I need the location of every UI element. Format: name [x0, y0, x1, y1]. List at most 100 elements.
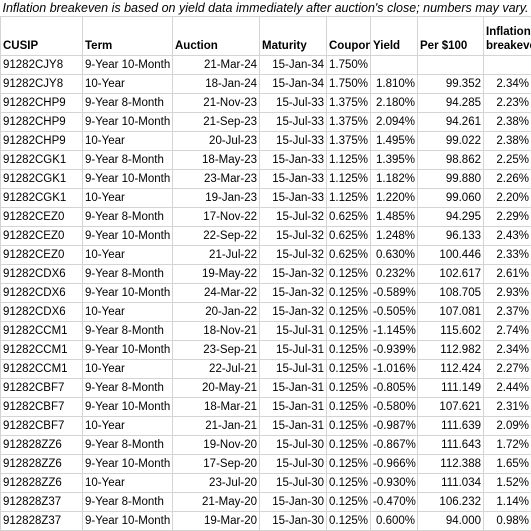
breakeven-cell: 1.52%: [484, 474, 531, 493]
auction-date-cell: 19-Mar-20: [173, 512, 260, 531]
coupon-cell: 0.125%: [327, 322, 371, 341]
breakeven-cell: 2.61%: [484, 265, 531, 284]
term-cell: 10-Year: [83, 189, 173, 208]
breakeven-cell: 2.38%: [484, 113, 531, 132]
cusip-cell: 91282CDX6: [1, 303, 83, 322]
term-cell: 9-Year 10-Month: [83, 56, 173, 75]
breakeven-cell: 2.33%: [484, 246, 531, 265]
coupon-cell: 0.125%: [327, 360, 371, 379]
coupon-cell: 0.125%: [327, 341, 371, 360]
maturity-date-cell: 15-Jul-30: [260, 436, 327, 455]
yield-cell: 1.810%: [371, 75, 418, 94]
term-cell: 10-Year: [83, 75, 173, 94]
yield-cell: 0.232%: [371, 265, 418, 284]
price-cell: 112.982: [418, 341, 484, 360]
maturity-date-cell: 15-Jul-31: [260, 322, 327, 341]
yield-cell: 2.180%: [371, 94, 418, 113]
yield-cell: [371, 56, 418, 75]
cusip-cell: 91282CGK1: [1, 170, 83, 189]
yield-cell: 1.182%: [371, 170, 418, 189]
coupon-cell: 1.125%: [327, 151, 371, 170]
breakeven-cell: 2.43%: [484, 227, 531, 246]
cusip-cell: 91282CJY8: [1, 75, 83, 94]
breakeven-cell: 2.74%: [484, 322, 531, 341]
term-cell: 9-Year 8-Month: [83, 436, 173, 455]
yield-cell: 1.395%: [371, 151, 418, 170]
maturity-date-cell: 15-Jul-31: [260, 341, 327, 360]
maturity-date-cell: 15-Jul-32: [260, 227, 327, 246]
price-cell: 108.705: [418, 284, 484, 303]
price-cell: 107.621: [418, 398, 484, 417]
yield-cell: -0.589%: [371, 284, 418, 303]
price-cell: 107.081: [418, 303, 484, 322]
header-term: Term: [83, 17, 173, 56]
auction-date-cell: 17-Sep-20: [173, 455, 260, 474]
coupon-cell: 0.625%: [327, 208, 371, 227]
breakeven-cell: 2.29%: [484, 208, 531, 227]
term-cell: 9-Year 10-Month: [83, 113, 173, 132]
header-maturity: Maturity: [260, 17, 327, 56]
yield-cell: -0.580%: [371, 398, 418, 417]
price-cell: 94.000: [418, 512, 484, 531]
term-cell: 9-Year 8-Month: [83, 379, 173, 398]
cusip-cell: 91282CHP9: [1, 132, 83, 151]
coupon-cell: 0.125%: [327, 417, 371, 436]
term-cell: 9-Year 10-Month: [83, 512, 173, 531]
maturity-date-cell: 15-Jan-32: [260, 303, 327, 322]
term-cell: 10-Year: [83, 474, 173, 493]
price-cell: 115.602: [418, 322, 484, 341]
maturity-date-cell: 15-Jan-33: [260, 189, 327, 208]
price-cell: 111.643: [418, 436, 484, 455]
header-yield: Yield: [371, 17, 418, 56]
maturity-date-cell: 15-Jan-33: [260, 151, 327, 170]
price-cell: 99.022: [418, 132, 484, 151]
yield-cell: 1.485%: [371, 208, 418, 227]
yield-cell: -0.966%: [371, 455, 418, 474]
yield-cell: -0.867%: [371, 436, 418, 455]
auction-date-cell: 20-Jan-22: [173, 303, 260, 322]
coupon-cell: 0.125%: [327, 474, 371, 493]
yield-cell: 1.220%: [371, 189, 418, 208]
maturity-date-cell: 15-Jul-33: [260, 132, 327, 151]
maturity-date-cell: 15-Jan-30: [260, 512, 327, 531]
coupon-cell: 0.125%: [327, 265, 371, 284]
auction-date-cell: 17-Nov-22: [173, 208, 260, 227]
cusip-cell: 91282CCM1: [1, 360, 83, 379]
term-cell: 10-Year: [83, 417, 173, 436]
coupon-cell: 0.125%: [327, 284, 371, 303]
breakeven-cell: 2.20%: [484, 189, 531, 208]
maturity-date-cell: 15-Jul-33: [260, 94, 327, 113]
cusip-cell: 91282CBF7: [1, 417, 83, 436]
yield-cell: 1.248%: [371, 227, 418, 246]
breakeven-cell: 2.37%: [484, 303, 531, 322]
term-cell: 10-Year: [83, 132, 173, 151]
cusip-cell: 91282CEZ0: [1, 246, 83, 265]
price-cell: 99.880: [418, 170, 484, 189]
cusip-cell: 912828ZZ6: [1, 436, 83, 455]
yield-cell: -0.930%: [371, 474, 418, 493]
cusip-cell: 91282CDX6: [1, 265, 83, 284]
maturity-date-cell: 15-Jan-30: [260, 493, 327, 512]
cusip-cell: 91282CJY8: [1, 56, 83, 75]
maturity-date-cell: 15-Jan-34: [260, 75, 327, 94]
maturity-date-cell: 15-Jan-33: [260, 170, 327, 189]
coupon-cell: 0.125%: [327, 398, 371, 417]
term-cell: 9-Year 10-Month: [83, 455, 173, 474]
price-cell: 111.149: [418, 379, 484, 398]
yield-cell: 2.094%: [371, 113, 418, 132]
coupon-cell: 1.125%: [327, 189, 371, 208]
term-cell: 9-Year 10-Month: [83, 341, 173, 360]
breakeven-cell: 1.14%: [484, 493, 531, 512]
